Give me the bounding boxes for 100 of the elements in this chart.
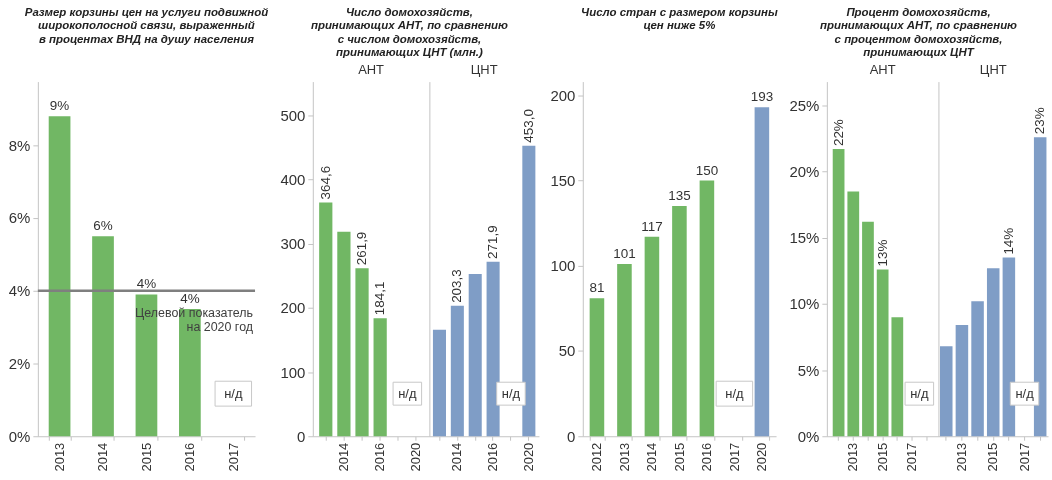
- y-tick-label: 200: [280, 299, 306, 317]
- bar: [522, 145, 536, 437]
- x-tick-label: 2015: [138, 442, 154, 472]
- data-label: 4%: [136, 276, 157, 292]
- x-tick-label: 2013: [845, 442, 861, 472]
- chart-title: Размер корзины цен на услуги подвижной широкополосной связи, выраженный в процентах ВНД на душу населения: [24, 5, 269, 45]
- chart-subtitle: ЦНТ: [979, 61, 1007, 77]
- y-tick-label: 2%: [8, 354, 31, 372]
- bar: [319, 202, 333, 437]
- bar: [862, 221, 874, 437]
- data-label: 81: [589, 280, 605, 296]
- x-tick-label: 2016: [699, 442, 715, 472]
- bar: [355, 268, 369, 437]
- bar: [955, 325, 969, 437]
- y-tick-label: 50: [558, 342, 576, 360]
- x-tick-label: 2015: [985, 442, 1001, 472]
- x-tick-label: 2014: [644, 442, 660, 472]
- x-tick-label: 2015: [874, 442, 890, 472]
- x-tick-label: 2016: [485, 442, 501, 472]
- y-tick-label: 150: [550, 171, 576, 189]
- bar: [891, 317, 904, 437]
- x-tick-label: 2017: [1016, 442, 1032, 472]
- data-label: 9%: [49, 98, 70, 114]
- y-tick-label: 300: [280, 235, 306, 253]
- annotation: н/д: [398, 385, 417, 401]
- data-label: 13%: [874, 239, 890, 267]
- annotation: н/д: [501, 385, 521, 401]
- data-label: 271,9: [485, 225, 501, 259]
- chart-title: Процент домохозяйств, принимающих АНТ, по сравнению с процентом домохозяйств, принимающих ЦНТ: [819, 5, 1018, 59]
- x-tick-label: 2014: [449, 442, 465, 472]
- data-label: 6%: [93, 218, 113, 234]
- bar: [971, 301, 984, 437]
- bar: [847, 191, 860, 437]
- chart-subtitle: АНТ: [358, 61, 385, 77]
- data-label: 14%: [1000, 227, 1016, 255]
- bar: [876, 269, 889, 437]
- bar: [373, 318, 387, 437]
- data-label: 23%: [1032, 107, 1048, 135]
- x-tick-label: 2013: [953, 442, 969, 472]
- y-tick-label: 200: [550, 86, 576, 104]
- x-tick-label: 2015: [671, 442, 687, 472]
- data-label: 101: [613, 246, 636, 262]
- y-tick-label: 25%: [789, 96, 820, 114]
- x-tick-label: 2012: [589, 442, 605, 472]
- x-tick-label: 2016: [372, 442, 388, 472]
- data-label: 117: [641, 218, 663, 234]
- y-tick-label: 5%: [797, 361, 820, 379]
- data-label: 4%: [180, 290, 200, 306]
- annotation: н/д: [725, 385, 744, 401]
- y-tick-label: 10%: [789, 295, 820, 313]
- bar: [672, 206, 687, 437]
- y-tick-label: 400: [280, 171, 306, 189]
- y-tick-label: 8%: [8, 136, 31, 154]
- bar: [940, 346, 953, 437]
- y-tick-label: 20%: [789, 163, 820, 181]
- x-tick-label: 2013: [52, 442, 68, 472]
- x-tick-label: 2014: [335, 442, 351, 472]
- bar: [337, 231, 351, 437]
- annotation: н/д: [1015, 385, 1035, 401]
- bar: [644, 236, 660, 437]
- bar: [432, 329, 446, 437]
- y-tick-label: 15%: [789, 229, 820, 247]
- x-tick-label: 2014: [95, 442, 111, 472]
- x-tick-label: 2020: [520, 442, 536, 472]
- y-tick-label: 0%: [8, 427, 31, 445]
- data-label: 364,6: [317, 165, 333, 200]
- x-tick-label: 2020: [754, 442, 770, 472]
- bar: [617, 264, 632, 437]
- data-label: 453,0: [520, 109, 536, 143]
- bar: [450, 305, 464, 437]
- data-label: 184,1: [372, 281, 388, 316]
- annotation: н/д: [224, 385, 243, 401]
- x-tick-label: 2013: [616, 442, 632, 472]
- y-tick-label: 0: [297, 427, 306, 445]
- x-tick-label: 2017: [225, 442, 241, 472]
- x-tick-label: 2020: [408, 442, 424, 472]
- y-tick-label: 4%: [8, 282, 31, 300]
- y-tick-label: 6%: [8, 209, 31, 227]
- x-tick-label: 2017: [726, 442, 742, 472]
- bar: [699, 180, 715, 437]
- y-tick-label: 100: [550, 257, 576, 275]
- chart-subtitle: ЦНТ: [470, 61, 498, 77]
- data-label: 22%: [830, 119, 846, 147]
- y-tick-label: 0: [567, 427, 576, 445]
- bar: [468, 273, 482, 437]
- data-label: 135: [668, 188, 691, 204]
- data-label: 261,9: [354, 231, 370, 266]
- data-label: 193: [750, 89, 774, 105]
- chart-title: Число домохозяйств, принимающих АНТ, по сравнению с числом домохозяйств, принимающих ЦНТ (млн.): [310, 5, 509, 59]
- y-tick-label: 100: [280, 363, 306, 381]
- x-tick-label: 2016: [182, 442, 198, 472]
- annotation: н/д: [910, 385, 929, 401]
- chart-subtitle: АНТ: [869, 61, 896, 77]
- bar: [92, 236, 114, 437]
- bar: [486, 261, 500, 437]
- bar: [48, 116, 71, 437]
- bar: [986, 268, 1000, 437]
- x-tick-label: 2017: [903, 442, 919, 472]
- chart-title: Число стран с размером корзины цен ниже 5%: [581, 5, 778, 32]
- bar: [832, 149, 845, 437]
